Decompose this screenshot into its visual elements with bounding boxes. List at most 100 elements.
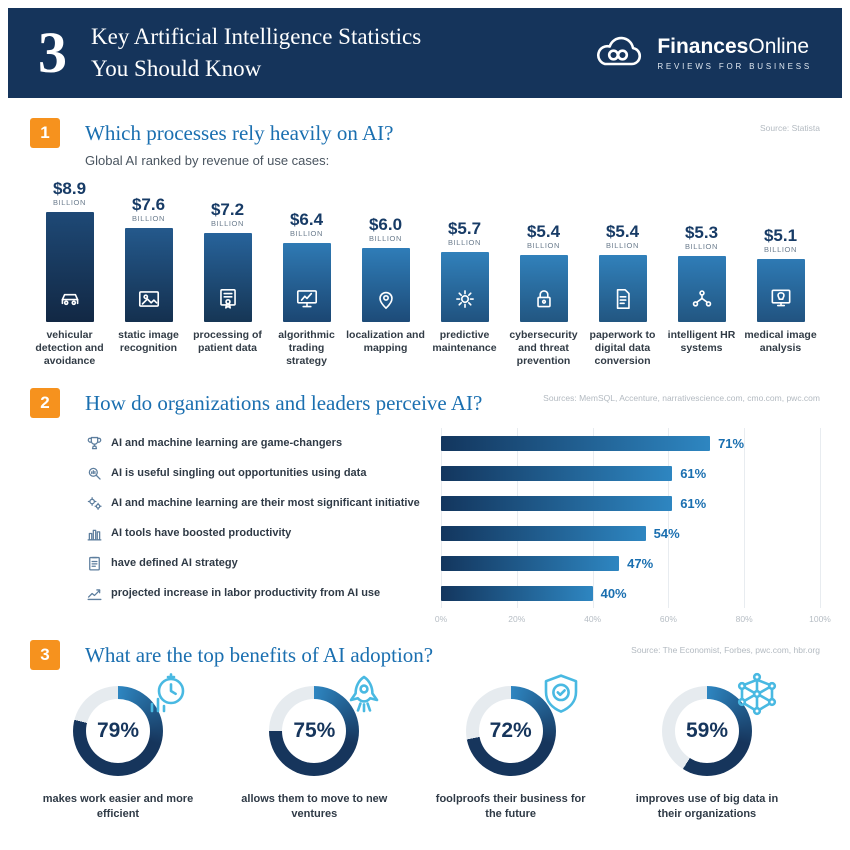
bar-value: $6.0: [368, 215, 403, 235]
hbar-percent: 47%: [627, 555, 654, 571]
chart-gridlines: [441, 428, 821, 608]
hbar-percent: 61%: [680, 495, 707, 511]
section1-source: Source: Statista: [759, 123, 820, 133]
hbar-percent: 61%: [680, 465, 707, 481]
hbar: [441, 465, 673, 481]
bar-category: medical image analysis: [744, 329, 817, 355]
hbar-label: AI and machine learning are game-changer…: [111, 436, 343, 449]
bar-value: $5.4: [605, 222, 640, 242]
section3-title: What are the top benefits of AI adoption…: [85, 643, 434, 667]
donut-caption: makes work easier and more efficient: [42, 793, 194, 820]
hbar: [441, 525, 646, 541]
bar-value: $7.2: [210, 200, 245, 220]
donut-group-ventures: 75% allows them to move to new ventures: [226, 675, 402, 822]
donut-group-efficiency: 79% makes work easier and more efficient: [30, 673, 206, 822]
hbar-row-productivity: AI tools have boosted productivity 54%: [85, 518, 820, 548]
donut-chart: 75%: [269, 686, 360, 776]
hbar: [441, 435, 711, 451]
bar-category: predictive maintenance: [432, 329, 497, 355]
bar-category: paperwork to digital data conversion: [589, 329, 656, 368]
image-icon: [136, 286, 162, 312]
bar-category: vehicular detection and avoidance: [35, 329, 104, 368]
benefits-donut-charts: 79% makes work easier and more efficient…: [30, 672, 795, 822]
certificate-icon: [215, 286, 241, 312]
hbar-row-initiative: AI and machine learning are their most s…: [85, 488, 820, 518]
logo-wordmark: FinancesOnline: [657, 34, 810, 58]
section1-header: 1 Which processes rely heavily on AI? So…: [30, 118, 820, 148]
donut-percent: 75%: [293, 719, 336, 742]
section1-number-badge: 1: [30, 118, 60, 148]
header-banner: 3 Key Artificial Intelligence Statistics…: [8, 8, 842, 98]
shield-check-icon: [537, 670, 585, 718]
page-title: Key Artificial Intelligence Statistics Y…: [91, 21, 421, 85]
x-tick: 60%: [659, 614, 677, 624]
bar-value: $5.1: [763, 226, 798, 246]
hbar: [441, 585, 593, 601]
document-icon: [610, 286, 636, 312]
donut-percent: 72%: [489, 719, 532, 742]
section1-title: Which processes rely heavily on AI?: [85, 121, 394, 145]
donut-caption: improves use of big data in their organi…: [635, 793, 779, 820]
bar-unit: BILLION: [53, 198, 86, 207]
bar-column-localization: $6.0 BILLION localization and mapping: [346, 168, 425, 370]
x-tick: 40%: [584, 614, 602, 624]
bar-column-paperwork: $5.4 BILLION paperwork to digital data co…: [583, 168, 662, 370]
donut-group-big-data: 59% improves use of big data in their or…: [619, 672, 795, 822]
tooth-monitor-icon: [768, 286, 794, 312]
bar-category: static image recognition: [118, 329, 179, 355]
hbar-percent: 40%: [600, 585, 627, 601]
bar-unit: BILLION: [685, 242, 718, 251]
hbar-percent: 54%: [653, 525, 680, 541]
people-network-icon: [689, 286, 715, 312]
hbar-percent: 71%: [718, 435, 745, 451]
gears-icon: [85, 494, 111, 513]
clipboard-icon: [85, 554, 111, 573]
donut-group-foolproof: 72% foolproofs their business for the fu…: [423, 674, 599, 822]
cloud-logo-icon: [591, 35, 645, 71]
bar-value: $6.4: [289, 210, 324, 230]
hbar-label: projected increase in labor productivity…: [111, 586, 381, 599]
donut-chart: 72%: [465, 686, 556, 776]
bar-category: algorithmic trading strategy: [278, 329, 335, 368]
bar-unit: BILLION: [132, 214, 165, 223]
bar-column-vehicular: $8.9 BILLION vehicular detection and avoi…: [30, 168, 109, 370]
donut-chart: 59%: [661, 686, 752, 776]
donut-percent: 79%: [96, 719, 140, 742]
network-icon: [733, 670, 781, 718]
bar-value: $8.9: [52, 179, 87, 199]
hbar: [441, 555, 620, 571]
padlock-icon: [531, 286, 557, 312]
section3-header: 3 What are the top benefits of AI adopti…: [30, 640, 820, 670]
page-title-line2: You Should Know: [91, 56, 262, 81]
hbar-label: AI tools have boosted productivity: [111, 526, 292, 539]
bar-unit: BILLION: [290, 229, 323, 238]
trophy-icon: [85, 434, 111, 453]
logo-tagline: REVIEWS FOR BUSINESS: [657, 61, 812, 71]
magnifier-data-icon: [85, 464, 111, 483]
financesonline-logo: FinancesOnline REVIEWS FOR BUSINESS: [591, 35, 812, 71]
hbar-row-strategy: have defined AI strategy 47%: [85, 548, 820, 578]
bar-category: localization and mapping: [346, 329, 425, 355]
section2-title: How do organizations and leaders perceiv…: [85, 391, 483, 415]
hbar: [441, 495, 673, 511]
section3-number-badge: 3: [30, 640, 60, 670]
bar-value: $5.7: [447, 219, 482, 239]
bar-unit: BILLION: [369, 234, 402, 243]
bar-value: $5.3: [684, 223, 719, 243]
bar-column-predictive-maintenance: $5.7 BILLION predictive maintenance: [425, 168, 504, 370]
donut-caption: foolproofs their business for the future: [435, 793, 586, 820]
hbar-label: AI and machine learning are their most s…: [111, 496, 420, 509]
bar-unit: BILLION: [527, 241, 560, 250]
hbar-row-game-changers: AI and machine learning are game-changer…: [85, 428, 820, 458]
bar-category: cybersecurity and threat prevention: [509, 329, 578, 368]
section1-subtitle: Global AI ranked by revenue of use cases…: [85, 153, 330, 168]
bar-column-patient-data: $7.2 BILLION processing of patient data: [188, 168, 267, 370]
bar-category: processing of patient data: [193, 329, 262, 355]
car-icon: [57, 286, 83, 312]
hbar-label: have defined AI strategy: [111, 556, 238, 569]
bar-unit: BILLION: [211, 219, 244, 228]
x-tick: 20%: [508, 614, 526, 624]
donut-chart: 79%: [73, 686, 163, 776]
bar-value: $7.6: [131, 195, 166, 215]
section2-source: Sources: MemSQL, Accenture, narrativesci…: [543, 393, 820, 403]
